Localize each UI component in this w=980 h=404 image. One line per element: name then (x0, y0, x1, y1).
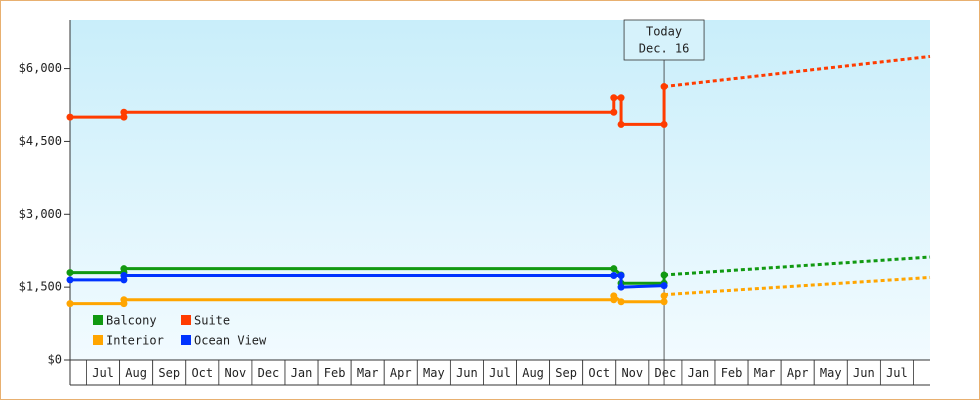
point (660, 271, 668, 279)
point (660, 298, 668, 306)
forecast-line (663, 255, 931, 277)
today-label: Today (646, 25, 682, 39)
point (617, 94, 625, 102)
point (610, 271, 618, 279)
x-tick-label: Aug (125, 366, 147, 380)
x-tick-label: Oct (191, 366, 213, 380)
x-tick-cell (449, 359, 484, 386)
x-tick-cell (681, 359, 716, 386)
x-tick-label: Jul (92, 366, 114, 380)
legend-label: Balcony (106, 314, 157, 328)
x-tick-cell (516, 359, 551, 386)
x-tick-label: Jul (886, 366, 908, 380)
today-label: Dec. 16 (639, 42, 690, 56)
point (660, 83, 668, 91)
y-tick-label: $6,000 (19, 61, 62, 75)
point (610, 94, 618, 102)
point (66, 276, 74, 284)
legend-label: Interior (106, 334, 164, 348)
x-tick-label: Dec (655, 366, 677, 380)
legend-swatch (93, 315, 103, 325)
x-tick-cell (879, 359, 914, 386)
x-tick-label: Mar (357, 366, 379, 380)
y-tick-label: $3,000 (19, 207, 62, 221)
y-tick-label: $0 (48, 353, 62, 367)
forecast-line (663, 54, 931, 89)
point (617, 271, 625, 279)
legend-swatch (181, 335, 191, 345)
y-tick-label: $4,500 (19, 134, 62, 148)
today-box (623, 19, 705, 61)
x-tick-label: May (820, 366, 842, 380)
legend-label: Ocean View (194, 334, 267, 348)
point (120, 113, 128, 121)
point (617, 298, 625, 306)
point (66, 269, 74, 277)
x-tick-cell (615, 359, 650, 386)
plot-background (70, 20, 930, 360)
x-tick-label: Apr (787, 366, 809, 380)
legend-label: Suite (194, 314, 230, 328)
point (66, 300, 74, 308)
x-tick-cell (648, 359, 683, 386)
x-tick-label: Mar (754, 366, 776, 380)
x-tick-label: Feb (324, 366, 346, 380)
point (617, 283, 625, 291)
point (610, 265, 618, 273)
point (610, 108, 618, 116)
point (120, 265, 128, 273)
point (660, 120, 668, 128)
point (66, 113, 74, 121)
x-tick-label: Feb (721, 366, 743, 380)
x-tick-cell (549, 359, 584, 386)
legend-swatch (181, 315, 191, 325)
x-tick-label: Sep (555, 366, 577, 380)
x-tick-cell (846, 359, 881, 386)
x-tick-label: Aug (522, 366, 544, 380)
x-tick-label: May (423, 366, 445, 380)
point (120, 296, 128, 304)
x-tick-label: Jan (688, 366, 710, 380)
legend-swatch (93, 335, 103, 345)
x-tick-label: Nov (621, 366, 643, 380)
y-tick-label: $1,500 (19, 280, 62, 294)
point (610, 292, 618, 300)
x-tick-label: Oct (588, 366, 610, 380)
x-tick-label: Jun (853, 366, 875, 380)
x-tick-cell (747, 359, 782, 386)
point (120, 108, 128, 116)
forecast-line (663, 275, 931, 297)
x-tick-label: Nov (225, 366, 247, 380)
x-tick-cell (317, 359, 352, 386)
x-tick-label: Jul (489, 366, 511, 380)
point (617, 120, 625, 128)
point (120, 271, 128, 279)
x-tick-label: Sep (158, 366, 180, 380)
x-tick-label: Apr (390, 366, 412, 380)
x-tick-label: Jan (291, 366, 313, 380)
point (660, 292, 668, 300)
x-tick-label: Dec (258, 366, 280, 380)
x-tick-label: Jun (456, 366, 478, 380)
point (660, 282, 668, 290)
